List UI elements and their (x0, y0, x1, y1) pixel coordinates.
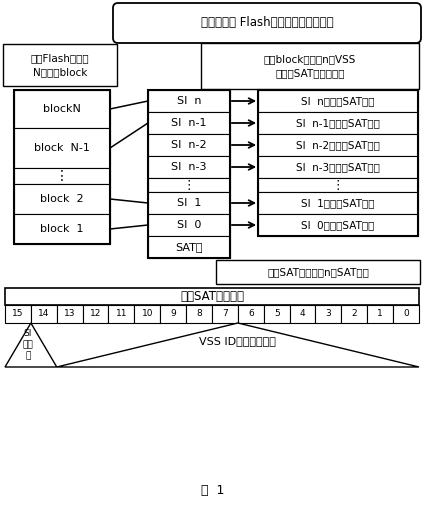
Bar (14, 168, 110, 184)
Text: 7: 7 (222, 310, 228, 319)
Bar (212, 305, 238, 323)
Text: SI  1对应的SAT单元: SI 1对应的SAT单元 (301, 198, 375, 208)
Text: ⋮: ⋮ (55, 169, 69, 183)
Bar (367, 305, 393, 323)
Bar (14, 90, 110, 128)
Bar (148, 192, 230, 214)
FancyBboxPatch shape (3, 44, 117, 86)
Text: SI  n: SI n (177, 96, 201, 106)
Text: SI  n对应的SAT单元: SI n对应的SAT单元 (301, 96, 375, 106)
Text: VSS ID逻辑号表示位: VSS ID逻辑号表示位 (199, 336, 276, 346)
Bar (258, 112, 418, 134)
Text: 8: 8 (196, 310, 202, 319)
Text: SAT表: SAT表 (175, 242, 203, 252)
Bar (14, 128, 110, 168)
Text: SI  0: SI 0 (177, 220, 201, 230)
Text: 13: 13 (64, 310, 75, 319)
Text: 15: 15 (12, 310, 24, 319)
Bar (148, 236, 230, 258)
Bar (148, 156, 230, 178)
Text: 9: 9 (170, 310, 176, 319)
Text: 1: 1 (377, 310, 383, 319)
Text: SI
属性
位: SI 属性 位 (23, 329, 33, 361)
FancyBboxPatch shape (216, 260, 420, 284)
Bar (83, 305, 109, 323)
Text: block  2: block 2 (40, 194, 84, 204)
Text: 一个SAT单元表示: 一个SAT单元表示 (180, 290, 244, 303)
Bar (109, 305, 134, 323)
Polygon shape (57, 323, 419, 367)
Bar (148, 178, 230, 192)
Text: SI  1: SI 1 (177, 198, 201, 208)
Text: 一个SAT表包含有n个SAT单元: 一个SAT表包含有n个SAT单元 (267, 267, 369, 277)
Bar (160, 305, 186, 323)
Bar (393, 305, 419, 323)
Text: ⋮: ⋮ (183, 178, 195, 191)
Text: SI  n-1对应的SAT单元: SI n-1对应的SAT单元 (296, 118, 380, 128)
Bar (148, 214, 230, 236)
Bar (290, 305, 316, 323)
Bar (5, 288, 419, 305)
Polygon shape (5, 323, 57, 367)
Text: 一个block划分为n个VSS
和一个SAT扇区分配表: 一个block划分为n个VSS 和一个SAT扇区分配表 (264, 54, 356, 78)
Bar (14, 184, 110, 214)
Bar (258, 134, 418, 156)
Bar (258, 90, 418, 236)
Bar (238, 305, 264, 323)
Text: 图  1: 图 1 (201, 483, 225, 496)
Text: SI  n-1: SI n-1 (171, 118, 207, 128)
Text: 10: 10 (141, 310, 153, 319)
Bar (14, 90, 110, 244)
Bar (5, 305, 31, 323)
Bar (148, 134, 230, 156)
Text: 基于扇区的 Flash管理原理分配示意图: 基于扇区的 Flash管理原理分配示意图 (201, 17, 333, 29)
Bar (258, 90, 418, 112)
Text: SI  n-3对应的SAT单元: SI n-3对应的SAT单元 (296, 162, 380, 172)
FancyBboxPatch shape (113, 3, 421, 43)
Text: 11: 11 (116, 310, 127, 319)
Text: SI  n-2: SI n-2 (171, 140, 207, 150)
Bar (14, 214, 110, 244)
Text: 12: 12 (90, 310, 101, 319)
Bar (31, 305, 57, 323)
Bar (264, 305, 290, 323)
Text: block  N-1: block N-1 (34, 143, 90, 153)
Bar (148, 90, 230, 258)
Text: 6: 6 (248, 310, 254, 319)
Bar (258, 156, 418, 178)
Text: 14: 14 (38, 310, 49, 319)
Text: 5: 5 (274, 310, 279, 319)
Text: 2: 2 (351, 310, 357, 319)
FancyBboxPatch shape (201, 43, 419, 89)
Text: blockN: blockN (43, 104, 81, 114)
Bar (186, 305, 212, 323)
Bar (258, 178, 418, 192)
Text: 4: 4 (300, 310, 305, 319)
Text: block  1: block 1 (40, 224, 84, 234)
Text: 3: 3 (325, 310, 331, 319)
Text: SI  0对应的SAT单元: SI 0对应的SAT单元 (301, 220, 375, 230)
Bar (341, 305, 367, 323)
Text: 整块Flash划分为
N个擦除block: 整块Flash划分为 N个擦除block (31, 53, 89, 77)
Bar (134, 305, 160, 323)
Bar (316, 305, 341, 323)
Bar (148, 90, 230, 112)
Bar (258, 214, 418, 236)
Text: SI  n-2对应的SAT单元: SI n-2对应的SAT单元 (296, 140, 380, 150)
Bar (148, 112, 230, 134)
Text: 0: 0 (403, 310, 409, 319)
Text: ⋮: ⋮ (332, 178, 344, 191)
Bar (57, 305, 83, 323)
Text: SI  n-3: SI n-3 (171, 162, 207, 172)
Bar (258, 192, 418, 214)
